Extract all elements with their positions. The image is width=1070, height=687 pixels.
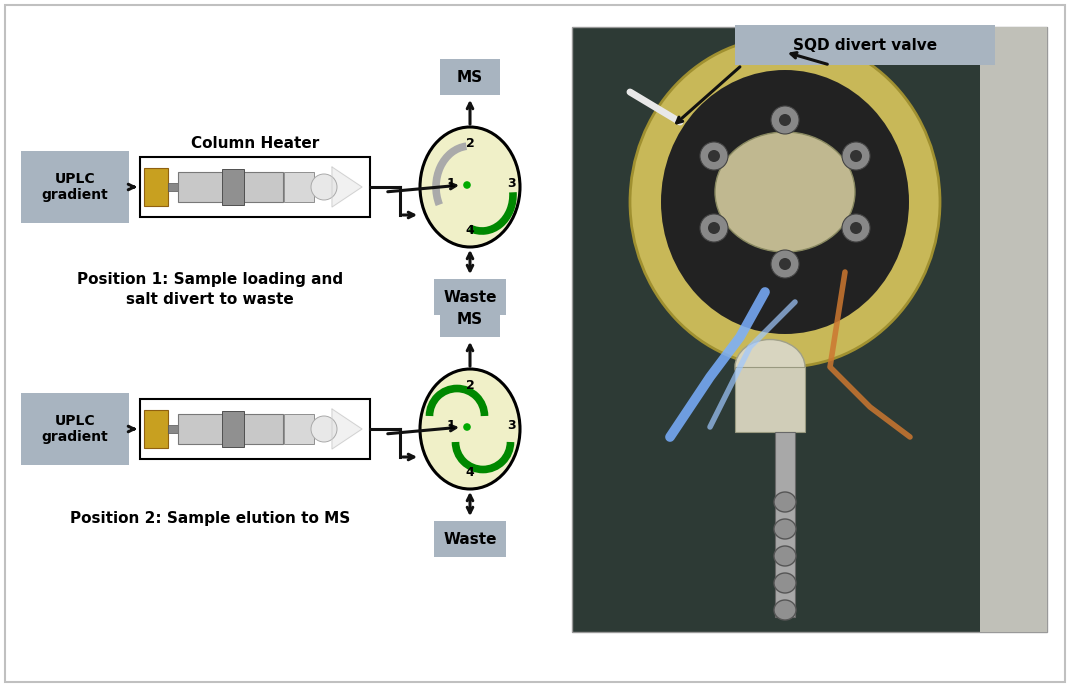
Ellipse shape [421,369,520,489]
Text: MS: MS [457,311,483,326]
Bar [178,414,282,444]
Bar [168,183,178,191]
Circle shape [842,142,870,170]
Ellipse shape [735,339,805,394]
Bar [775,432,795,617]
Text: Position 1: Sample loading and
salt divert to waste: Position 1: Sample loading and salt dive… [77,272,343,307]
Ellipse shape [774,492,796,512]
Text: UPLC
gradient: UPLC gradient [42,414,108,444]
Text: 2: 2 [465,137,474,150]
Text: MS: MS [457,69,483,85]
Circle shape [850,222,862,234]
Bar [284,172,314,202]
Circle shape [463,423,471,431]
Polygon shape [332,167,362,207]
Text: 4: 4 [465,466,474,479]
Circle shape [463,181,471,189]
Bar [178,172,282,202]
Circle shape [700,214,728,242]
Bar [980,27,1048,632]
Circle shape [779,258,791,270]
Circle shape [779,114,791,126]
Bar [144,410,168,448]
FancyBboxPatch shape [434,279,506,315]
Text: 4: 4 [465,224,474,237]
FancyBboxPatch shape [21,151,129,223]
Circle shape [842,214,870,242]
Bar [140,399,370,459]
Text: 3: 3 [507,418,516,431]
FancyBboxPatch shape [434,521,506,557]
Ellipse shape [774,519,796,539]
Text: 3: 3 [507,177,516,190]
Bar [284,414,314,444]
FancyBboxPatch shape [440,59,500,95]
Circle shape [771,106,799,134]
Text: 1: 1 [446,177,456,190]
Bar [140,157,370,217]
Bar [572,27,1048,632]
Bar [221,169,244,205]
Circle shape [708,150,720,162]
Bar [144,168,168,206]
Circle shape [708,222,720,234]
Text: SQD divert valve: SQD divert valve [793,38,937,52]
Text: Waste: Waste [443,532,496,546]
FancyBboxPatch shape [21,393,129,465]
Ellipse shape [774,546,796,566]
Ellipse shape [715,132,855,252]
Ellipse shape [774,600,796,620]
Ellipse shape [630,37,941,367]
Text: UPLC
gradient: UPLC gradient [42,172,108,202]
Text: 1: 1 [446,418,456,431]
FancyBboxPatch shape [440,301,500,337]
Circle shape [700,142,728,170]
Ellipse shape [774,573,796,593]
FancyBboxPatch shape [735,25,995,65]
Polygon shape [332,409,362,449]
Bar [221,411,244,447]
Circle shape [850,150,862,162]
Text: 2: 2 [465,379,474,392]
Circle shape [771,250,799,278]
Text: Position 2: Sample elution to MS: Position 2: Sample elution to MS [70,511,350,526]
Text: Column Heater: Column Heater [190,136,319,151]
Bar [735,367,805,432]
Ellipse shape [661,70,910,334]
Bar [168,425,178,433]
Text: Waste: Waste [443,289,496,304]
Circle shape [311,174,337,200]
Ellipse shape [421,127,520,247]
Circle shape [311,416,337,442]
